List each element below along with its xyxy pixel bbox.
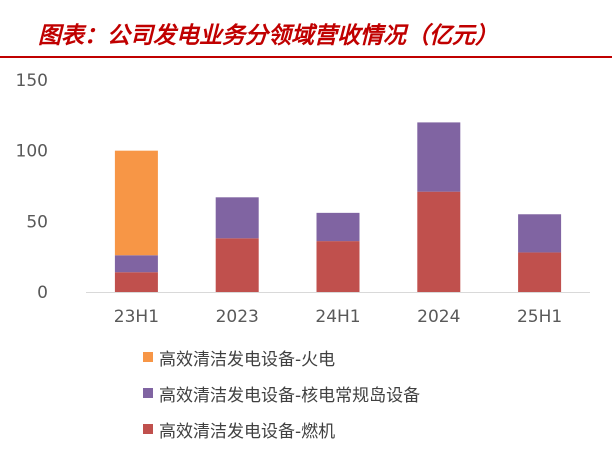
bar-segment xyxy=(114,272,158,292)
bar-segment xyxy=(114,150,158,256)
bar-segment xyxy=(316,212,360,242)
y-tick-label: 150 xyxy=(16,71,48,91)
title-underline xyxy=(0,56,612,58)
x-axis: 23H1 2023 24H1 2024 25H1 xyxy=(114,307,562,327)
x-tick-label: 2024 xyxy=(417,307,460,327)
bar-segment xyxy=(215,197,259,239)
bar-segment xyxy=(518,214,562,253)
bar-segment xyxy=(518,252,562,292)
y-axis: 0 50 100 150 xyxy=(16,71,48,303)
y-tick-label: 0 xyxy=(37,283,48,303)
x-tick-label: 2023 xyxy=(216,307,259,327)
bar-segment xyxy=(316,241,360,292)
bar-segment xyxy=(114,255,158,273)
bar-segment xyxy=(417,191,461,292)
chart-title: 图表：公司发电业务分领域营收情况（亿元） xyxy=(38,22,498,49)
y-tick-label: 100 xyxy=(16,142,48,162)
bar-segment xyxy=(417,122,461,192)
y-tick-label: 50 xyxy=(26,212,48,232)
x-tick-label: 23H1 xyxy=(114,307,159,327)
bar-group xyxy=(114,122,562,292)
x-tick-label: 24H1 xyxy=(315,307,360,327)
x-tick-label: 25H1 xyxy=(517,307,562,327)
bar-segment xyxy=(215,238,259,292)
